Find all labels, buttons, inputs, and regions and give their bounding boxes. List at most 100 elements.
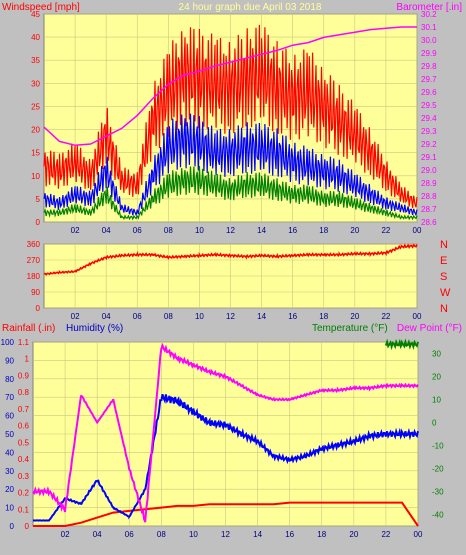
y-tick-label: 1	[25, 355, 30, 364]
x-tick-label: 06	[125, 530, 134, 539]
x-tick-label: 14	[257, 226, 266, 235]
x-tick-label: 00	[413, 312, 422, 321]
panel1-series	[43, 24, 418, 221]
y-tick-label: 0.2	[18, 489, 30, 498]
y-tick-label: 5	[36, 195, 41, 204]
rainfall-axis-label: Rainfall (.in)	[2, 323, 55, 334]
y-tick-label: 45	[31, 10, 40, 19]
y-tick-label: 0.6	[18, 422, 30, 431]
panel1-yaxis-right: 28.6 28.7 28.8 28.9 29.0 29.1 29.2 29.3 29.4 29.5…	[421, 10, 437, 227]
y-tick-label: 35	[31, 56, 40, 65]
x-tick-label: 20	[350, 226, 359, 235]
x-tick-label: 12	[221, 530, 230, 539]
y-tick-label: 30	[31, 79, 40, 88]
y-tick-label: 20	[432, 373, 441, 382]
y-tick-label: 20	[31, 126, 40, 135]
y-tick-label: -20	[432, 465, 444, 474]
x-tick-label: 08	[164, 226, 173, 235]
wind-barometer-chart: 24 hour graph due April 03 2018 Windspee…	[2, 2, 462, 235]
y-tick-label: 0	[25, 522, 30, 531]
y-tick-label: 10	[5, 504, 14, 513]
x-tick-label: 10	[189, 530, 198, 539]
x-tick-label: 22	[381, 530, 390, 539]
x-tick-label: 16	[288, 312, 297, 321]
x-tick-label: 10	[195, 226, 204, 235]
panel2-yaxis-left: 0 90 180 270 360	[27, 240, 41, 313]
series-line	[43, 26, 417, 147]
y-tick-label: 0	[432, 419, 437, 428]
temperature-humidity-chart: Rainfall (.in) Humidity (%) Temperature …	[1, 323, 462, 539]
x-tick-label: 18	[317, 530, 326, 539]
y-tick-label: 29.5	[421, 101, 437, 110]
y-tick-label: 25	[31, 102, 40, 111]
panel1-grid	[44, 13, 418, 223]
y-tick-label: 0.4	[18, 455, 30, 464]
y-tick-label: 29.1	[421, 153, 437, 162]
series-line	[384, 338, 419, 351]
panel1-xaxis: 02 04 06 08 10 12 14 16 18 20 22 00	[71, 226, 422, 235]
y-tick-label: 40	[31, 33, 40, 42]
y-tick-label: 29.4	[421, 114, 437, 123]
series-line	[32, 342, 419, 523]
y-tick-label: 20	[5, 485, 14, 494]
y-tick-label: 0	[36, 218, 41, 227]
x-tick-label: 16	[288, 226, 297, 235]
y-tick-label: 0	[36, 304, 41, 313]
compass-label: S	[440, 271, 447, 283]
x-tick-label: 20	[349, 530, 358, 539]
y-tick-label: 180	[27, 272, 41, 281]
compass-label: N	[440, 239, 448, 251]
y-tick-label: 90	[31, 288, 40, 297]
y-tick-label: 29.6	[421, 88, 437, 97]
y-tick-label: 0.9	[18, 371, 30, 380]
y-tick-label: 29.7	[421, 75, 437, 84]
y-tick-label: 28.6	[421, 218, 437, 227]
x-tick-label: 00	[414, 530, 423, 539]
x-tick-label: 10	[195, 312, 204, 321]
y-tick-label: 29.9	[421, 49, 437, 58]
y-tick-label: 30	[5, 467, 14, 476]
y-tick-label: 100	[1, 338, 15, 347]
x-tick-label: 04	[102, 226, 111, 235]
y-tick-label: 10	[432, 396, 441, 405]
panel3-xaxis: 02 04 06 08 10 12 14 16 18 20 22 00	[61, 530, 423, 539]
y-tick-label: 0	[10, 522, 15, 531]
y-tick-label: 270	[27, 256, 41, 265]
y-tick-label: 70	[5, 393, 14, 402]
compass-label: W	[440, 287, 451, 299]
x-tick-label: 00	[413, 226, 422, 235]
y-tick-label: 10	[31, 172, 40, 181]
y-tick-label: 0.1	[18, 505, 30, 514]
x-tick-label: 04	[102, 312, 111, 321]
y-tick-label: 30.0	[421, 36, 437, 45]
panel3-humidity-axis: 0 10 20 30 40 50 60 70 80 90 100	[1, 338, 15, 531]
y-tick-label: 15	[31, 149, 40, 158]
y-tick-label: 60	[5, 412, 14, 421]
panel2-series	[43, 243, 418, 276]
barometer-axis-label: Barometer [.in]	[396, 2, 462, 13]
x-tick-label: 06	[133, 226, 142, 235]
panel2-xaxis: 02 04 06 08 10 12 14 16 18 20 22 00	[71, 312, 422, 321]
x-tick-label: 18	[319, 226, 328, 235]
y-tick-label: 28.8	[421, 192, 437, 201]
y-tick-label: 360	[27, 240, 41, 249]
y-tick-label: 30	[432, 350, 441, 359]
x-tick-label: 02	[71, 226, 80, 235]
x-tick-label: 22	[381, 312, 390, 321]
y-tick-label: 29.2	[421, 140, 437, 149]
x-tick-label: 06	[133, 312, 142, 321]
y-tick-label: 29.8	[421, 62, 437, 71]
x-tick-label: 08	[157, 530, 166, 539]
y-tick-label: 0.3	[18, 472, 30, 481]
x-tick-label: 22	[381, 226, 390, 235]
series-line	[33, 501, 419, 527]
y-tick-label: 30.2	[421, 10, 437, 19]
y-tick-label: 90	[5, 356, 14, 365]
y-tick-label: 80	[5, 375, 14, 384]
x-tick-label: 02	[61, 530, 70, 539]
series-line	[43, 165, 418, 221]
x-tick-label: 08	[164, 312, 173, 321]
y-tick-label: 0.8	[18, 388, 30, 397]
